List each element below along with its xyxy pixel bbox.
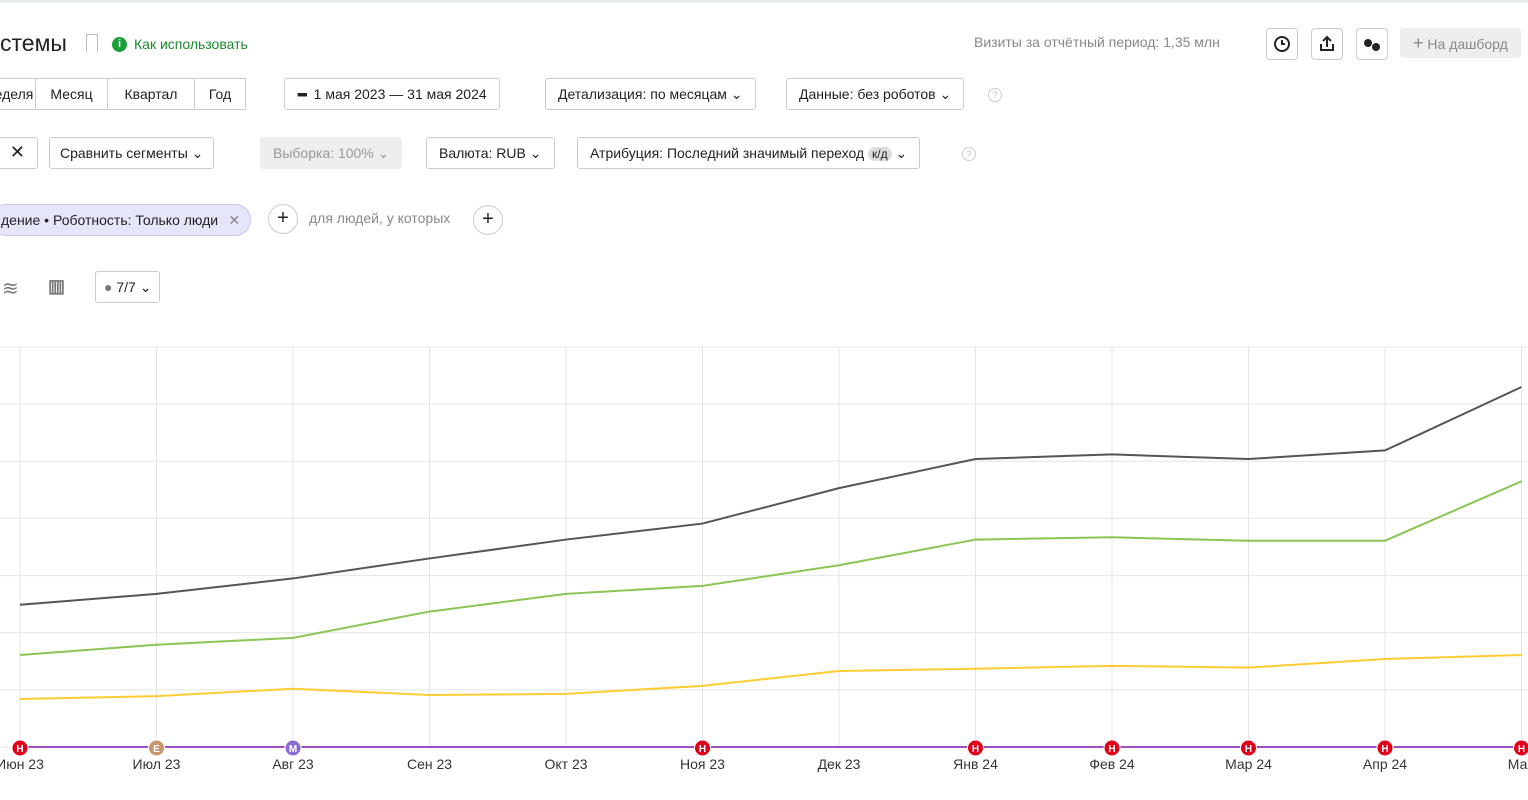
annotation-label: Н xyxy=(972,744,979,755)
add-people-condition[interactable]: + xyxy=(473,205,503,235)
annotation-marker xyxy=(967,739,984,757)
dashboard-label: На дашборд xyxy=(1427,36,1508,52)
x-tick-label: Авг 23 xyxy=(272,756,314,772)
x-tick-label: Май xyxy=(1508,756,1528,772)
x-tick-label: Дек 23 xyxy=(818,756,861,772)
attribution-badge: к/д xyxy=(868,147,892,161)
bookmark-icon[interactable] xyxy=(86,34,98,52)
annotation-marker xyxy=(1240,739,1257,757)
x-tick-label: Янв 24 xyxy=(953,756,998,772)
annotation-label: Н xyxy=(1518,744,1525,755)
attribution-select[interactable]: Атрибуция: Последний значимый переход к/… xyxy=(577,137,921,169)
help-link[interactable]: Как использовать xyxy=(134,36,248,52)
segment-chip[interactable]: дение • Роботность: Только люди ✕ xyxy=(0,204,252,236)
x-tick-label: Фев 24 xyxy=(1089,756,1135,772)
segment-label: дение • Роботность: Только люди xyxy=(1,212,219,228)
add-condition[interactable]: + xyxy=(268,204,298,234)
area-chart-toggle[interactable]: ≋ xyxy=(2,278,19,300)
detail-select[interactable]: Детализация: по месяцам ⌄ xyxy=(545,78,756,110)
dashboard-button[interactable]: + На дашборд xyxy=(1400,28,1521,58)
data-label: Данные: без роботов xyxy=(799,86,936,102)
sample-label: Выборка: 100% xyxy=(273,145,374,161)
help-icon[interactable]: ? xyxy=(962,147,976,161)
info-icon: i xyxy=(112,37,127,52)
plus-icon: + xyxy=(1413,33,1424,53)
period-button[interactable]: Месяц xyxy=(35,78,108,110)
date-range[interactable]: ▪▪▪ 1 мая 2023 — 31 мая 2024 xyxy=(284,78,500,110)
annotation-marker xyxy=(1103,739,1121,757)
date-range-label: 1 мая 2023 — 31 мая 2024 xyxy=(313,86,487,102)
x-tick-label: Окт 23 xyxy=(544,756,587,772)
annotation-label: Н xyxy=(1108,744,1115,755)
period-button[interactable]: еделя xyxy=(0,78,36,110)
calendar-icon: ▪▪▪ xyxy=(297,86,308,102)
compare-select[interactable]: Сравнить сегменты ⌄ xyxy=(49,137,215,169)
period-button[interactable]: Квартал xyxy=(107,78,195,110)
history-button[interactable] xyxy=(1266,28,1298,60)
notes-select[interactable]: ● 7/7 ⌄ xyxy=(95,271,161,303)
page-title: стемы xyxy=(0,30,67,56)
currency-select[interactable]: Валюта: RUB ⌄ xyxy=(426,137,555,169)
annotation-marker xyxy=(148,739,165,757)
top-bar xyxy=(0,0,1528,3)
annotation-marker xyxy=(11,739,29,757)
clock-icon xyxy=(1274,36,1290,52)
quote-button[interactable] xyxy=(1356,28,1388,60)
export-icon xyxy=(1320,35,1334,51)
currency-label: Валюта: RUB xyxy=(439,145,526,161)
line-chart: Июн 23 Июл 23 Авг 23 Сен 23 Окт 23 Ноя 23 Дек … xyxy=(0,346,1528,772)
chip-close[interactable]: ✕ xyxy=(228,212,241,228)
data-select[interactable]: Данные: без роботов ⌄ xyxy=(786,78,965,110)
annotation-marker xyxy=(284,739,302,757)
annotation-marker xyxy=(1376,739,1394,757)
detail-label: Детализация: по месяцам xyxy=(558,86,727,102)
bar-chart-toggle[interactable]: ▥ xyxy=(48,276,66,296)
series-line xyxy=(19,480,1522,656)
annotation-label: Н xyxy=(1245,744,1252,755)
annotation-label: М xyxy=(289,744,297,755)
annotation-label: Н xyxy=(699,744,706,755)
export-button[interactable] xyxy=(1311,28,1343,60)
x-tick-label: Апр 24 xyxy=(1363,756,1407,772)
visits-total: Визиты за отчётный период: 1,35 млн xyxy=(974,34,1220,50)
attribution-label: Атрибуция: Последний значимый переход xyxy=(590,145,865,161)
x-tick-label: Июл 23 xyxy=(133,756,181,772)
annotation-marker xyxy=(1513,739,1528,757)
annotation-label: Е xyxy=(153,744,160,755)
x-tick-label: Сен 23 xyxy=(407,756,452,772)
x-tick-label: Ноя 23 xyxy=(680,756,725,772)
annotation-label: Н xyxy=(16,744,23,755)
notes-count: 7/7 xyxy=(116,279,136,295)
people-label: для людей, у которых xyxy=(309,210,451,226)
x-tick-label: Июн 23 xyxy=(0,756,44,772)
sample-select[interactable]: Выборка: 100% ⌄ xyxy=(260,137,403,169)
clear-button[interactable]: ✕ xyxy=(0,137,38,169)
quote-icon xyxy=(1364,39,1380,51)
series-line xyxy=(19,386,1522,606)
annotation-label: Н xyxy=(1381,744,1388,755)
period-button[interactable]: Год xyxy=(194,78,246,110)
series-line xyxy=(19,654,1522,700)
x-tick-label: Мар 24 xyxy=(1225,756,1272,772)
annotation-marker xyxy=(694,739,711,757)
help-icon[interactable]: ? xyxy=(988,88,1002,102)
compare-label: Сравнить сегменты xyxy=(60,145,188,161)
note-icon: ● xyxy=(104,279,113,295)
